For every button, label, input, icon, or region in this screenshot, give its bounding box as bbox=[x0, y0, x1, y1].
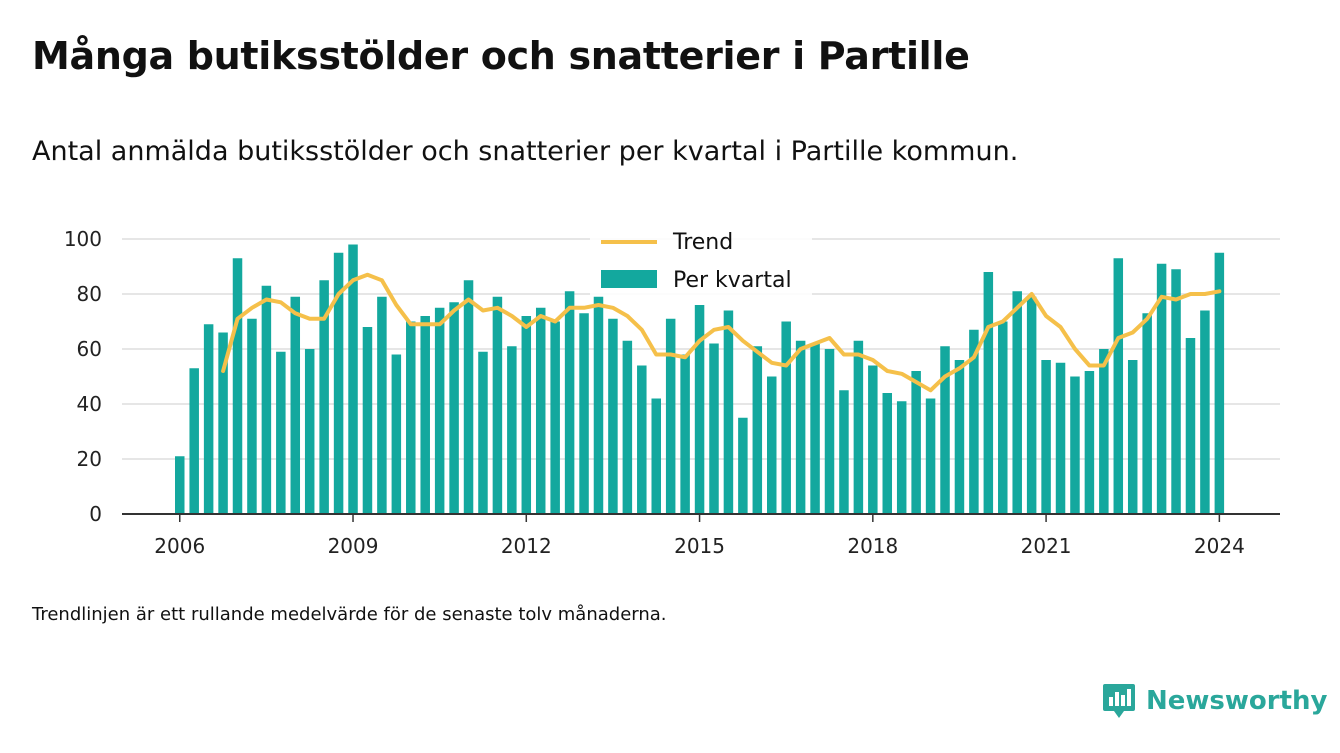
bar bbox=[304, 349, 315, 514]
y-tick-label: 40 bbox=[77, 392, 102, 416]
bar bbox=[1200, 310, 1210, 514]
bar bbox=[896, 401, 907, 514]
newsworthy-logo-icon bbox=[1103, 684, 1135, 718]
bar bbox=[1099, 349, 1109, 514]
bar bbox=[535, 307, 546, 514]
bar bbox=[651, 398, 661, 514]
bar bbox=[1142, 313, 1152, 514]
bar bbox=[593, 296, 604, 514]
x-tick-label: 2012 bbox=[501, 534, 552, 558]
x-tick-label: 2015 bbox=[674, 534, 725, 558]
bar bbox=[492, 296, 503, 514]
newsworthy-brand: Newsworthy bbox=[1102, 682, 1327, 720]
bar bbox=[709, 343, 719, 514]
bar bbox=[463, 280, 474, 514]
bar bbox=[247, 318, 257, 514]
bar bbox=[203, 324, 214, 514]
bar bbox=[752, 346, 763, 514]
bar bbox=[348, 244, 358, 514]
bar bbox=[319, 280, 329, 514]
bar bbox=[954, 360, 965, 514]
bar bbox=[1171, 269, 1181, 514]
trend-line bbox=[221, 272, 1222, 393]
legend-bar-swatch bbox=[601, 270, 657, 288]
bar bbox=[1127, 360, 1138, 514]
bar bbox=[839, 390, 849, 514]
bar bbox=[1113, 258, 1124, 514]
bar bbox=[1070, 376, 1080, 514]
bar bbox=[665, 318, 676, 514]
bar bbox=[261, 285, 272, 514]
bar bbox=[1185, 338, 1196, 514]
bar bbox=[622, 340, 633, 514]
y-tick-label: 100 bbox=[64, 227, 102, 251]
bar bbox=[723, 310, 734, 514]
bar bbox=[824, 349, 835, 514]
bar bbox=[579, 313, 589, 514]
bar bbox=[521, 316, 532, 514]
bar bbox=[1156, 263, 1167, 514]
legend-bar-label: Per kvartal bbox=[673, 268, 792, 293]
bar bbox=[680, 354, 690, 514]
bar bbox=[969, 329, 979, 514]
bar bbox=[333, 252, 344, 514]
bar bbox=[434, 307, 445, 514]
bar bbox=[868, 365, 878, 514]
bar bbox=[507, 346, 517, 514]
x-tick-label: 2009 bbox=[328, 534, 379, 558]
chart-canvas: 0 20 40 60 80 100 2006 2009 2012 2015 2018 2021 2024… bbox=[64, 226, 1280, 558]
bar bbox=[795, 340, 806, 514]
chart-subtitle: Antal anmälda butiksstölder och snatteri… bbox=[32, 136, 1019, 167]
x-tick-label: 2006 bbox=[154, 534, 205, 558]
bar bbox=[637, 365, 647, 514]
chart-title: Många butiksstölder och snatterier i Par… bbox=[32, 34, 970, 78]
x-tick-label: 2018 bbox=[847, 534, 898, 558]
brand-name: Newsworthy bbox=[1146, 686, 1328, 716]
bar bbox=[362, 327, 373, 514]
x-tick-label: 2024 bbox=[1194, 534, 1245, 558]
bar bbox=[983, 272, 994, 514]
bar bbox=[1026, 296, 1037, 514]
bar bbox=[175, 456, 185, 514]
bar bbox=[940, 346, 950, 514]
bar bbox=[406, 321, 416, 514]
bar bbox=[853, 340, 864, 514]
y-tick-label: 60 bbox=[77, 337, 102, 361]
y-tick-label: 0 bbox=[89, 502, 102, 526]
bar bbox=[608, 318, 618, 514]
bar bbox=[1084, 371, 1095, 514]
bar bbox=[1041, 360, 1051, 514]
bar bbox=[218, 332, 228, 514]
bar bbox=[391, 354, 402, 514]
bar bbox=[478, 351, 488, 514]
bar bbox=[377, 296, 387, 514]
y-tick-label: 20 bbox=[77, 447, 102, 471]
bar bbox=[1214, 252, 1225, 514]
bar bbox=[882, 393, 893, 514]
bar bbox=[738, 417, 748, 514]
bar bbox=[550, 321, 560, 514]
bar bbox=[276, 351, 286, 514]
bar bbox=[232, 258, 243, 514]
y-tick-label: 80 bbox=[77, 282, 102, 306]
trend-footnote: Trendlinjen är ett rullande medelvärde f… bbox=[32, 604, 667, 625]
legend-trend-label: Trend bbox=[672, 230, 733, 255]
bar bbox=[694, 305, 705, 514]
bar bbox=[925, 398, 936, 514]
bar bbox=[781, 321, 791, 514]
x-tick-label: 2021 bbox=[1021, 534, 1072, 558]
bar bbox=[998, 321, 1008, 514]
bar bbox=[420, 316, 430, 514]
bar bbox=[189, 368, 199, 514]
bar bbox=[1012, 291, 1022, 514]
bar bbox=[564, 291, 575, 514]
bar bbox=[290, 296, 301, 514]
bar bbox=[1055, 362, 1066, 514]
bar bbox=[449, 302, 459, 514]
bar bbox=[911, 371, 921, 514]
bar bbox=[810, 343, 820, 514]
bar bbox=[767, 376, 777, 514]
